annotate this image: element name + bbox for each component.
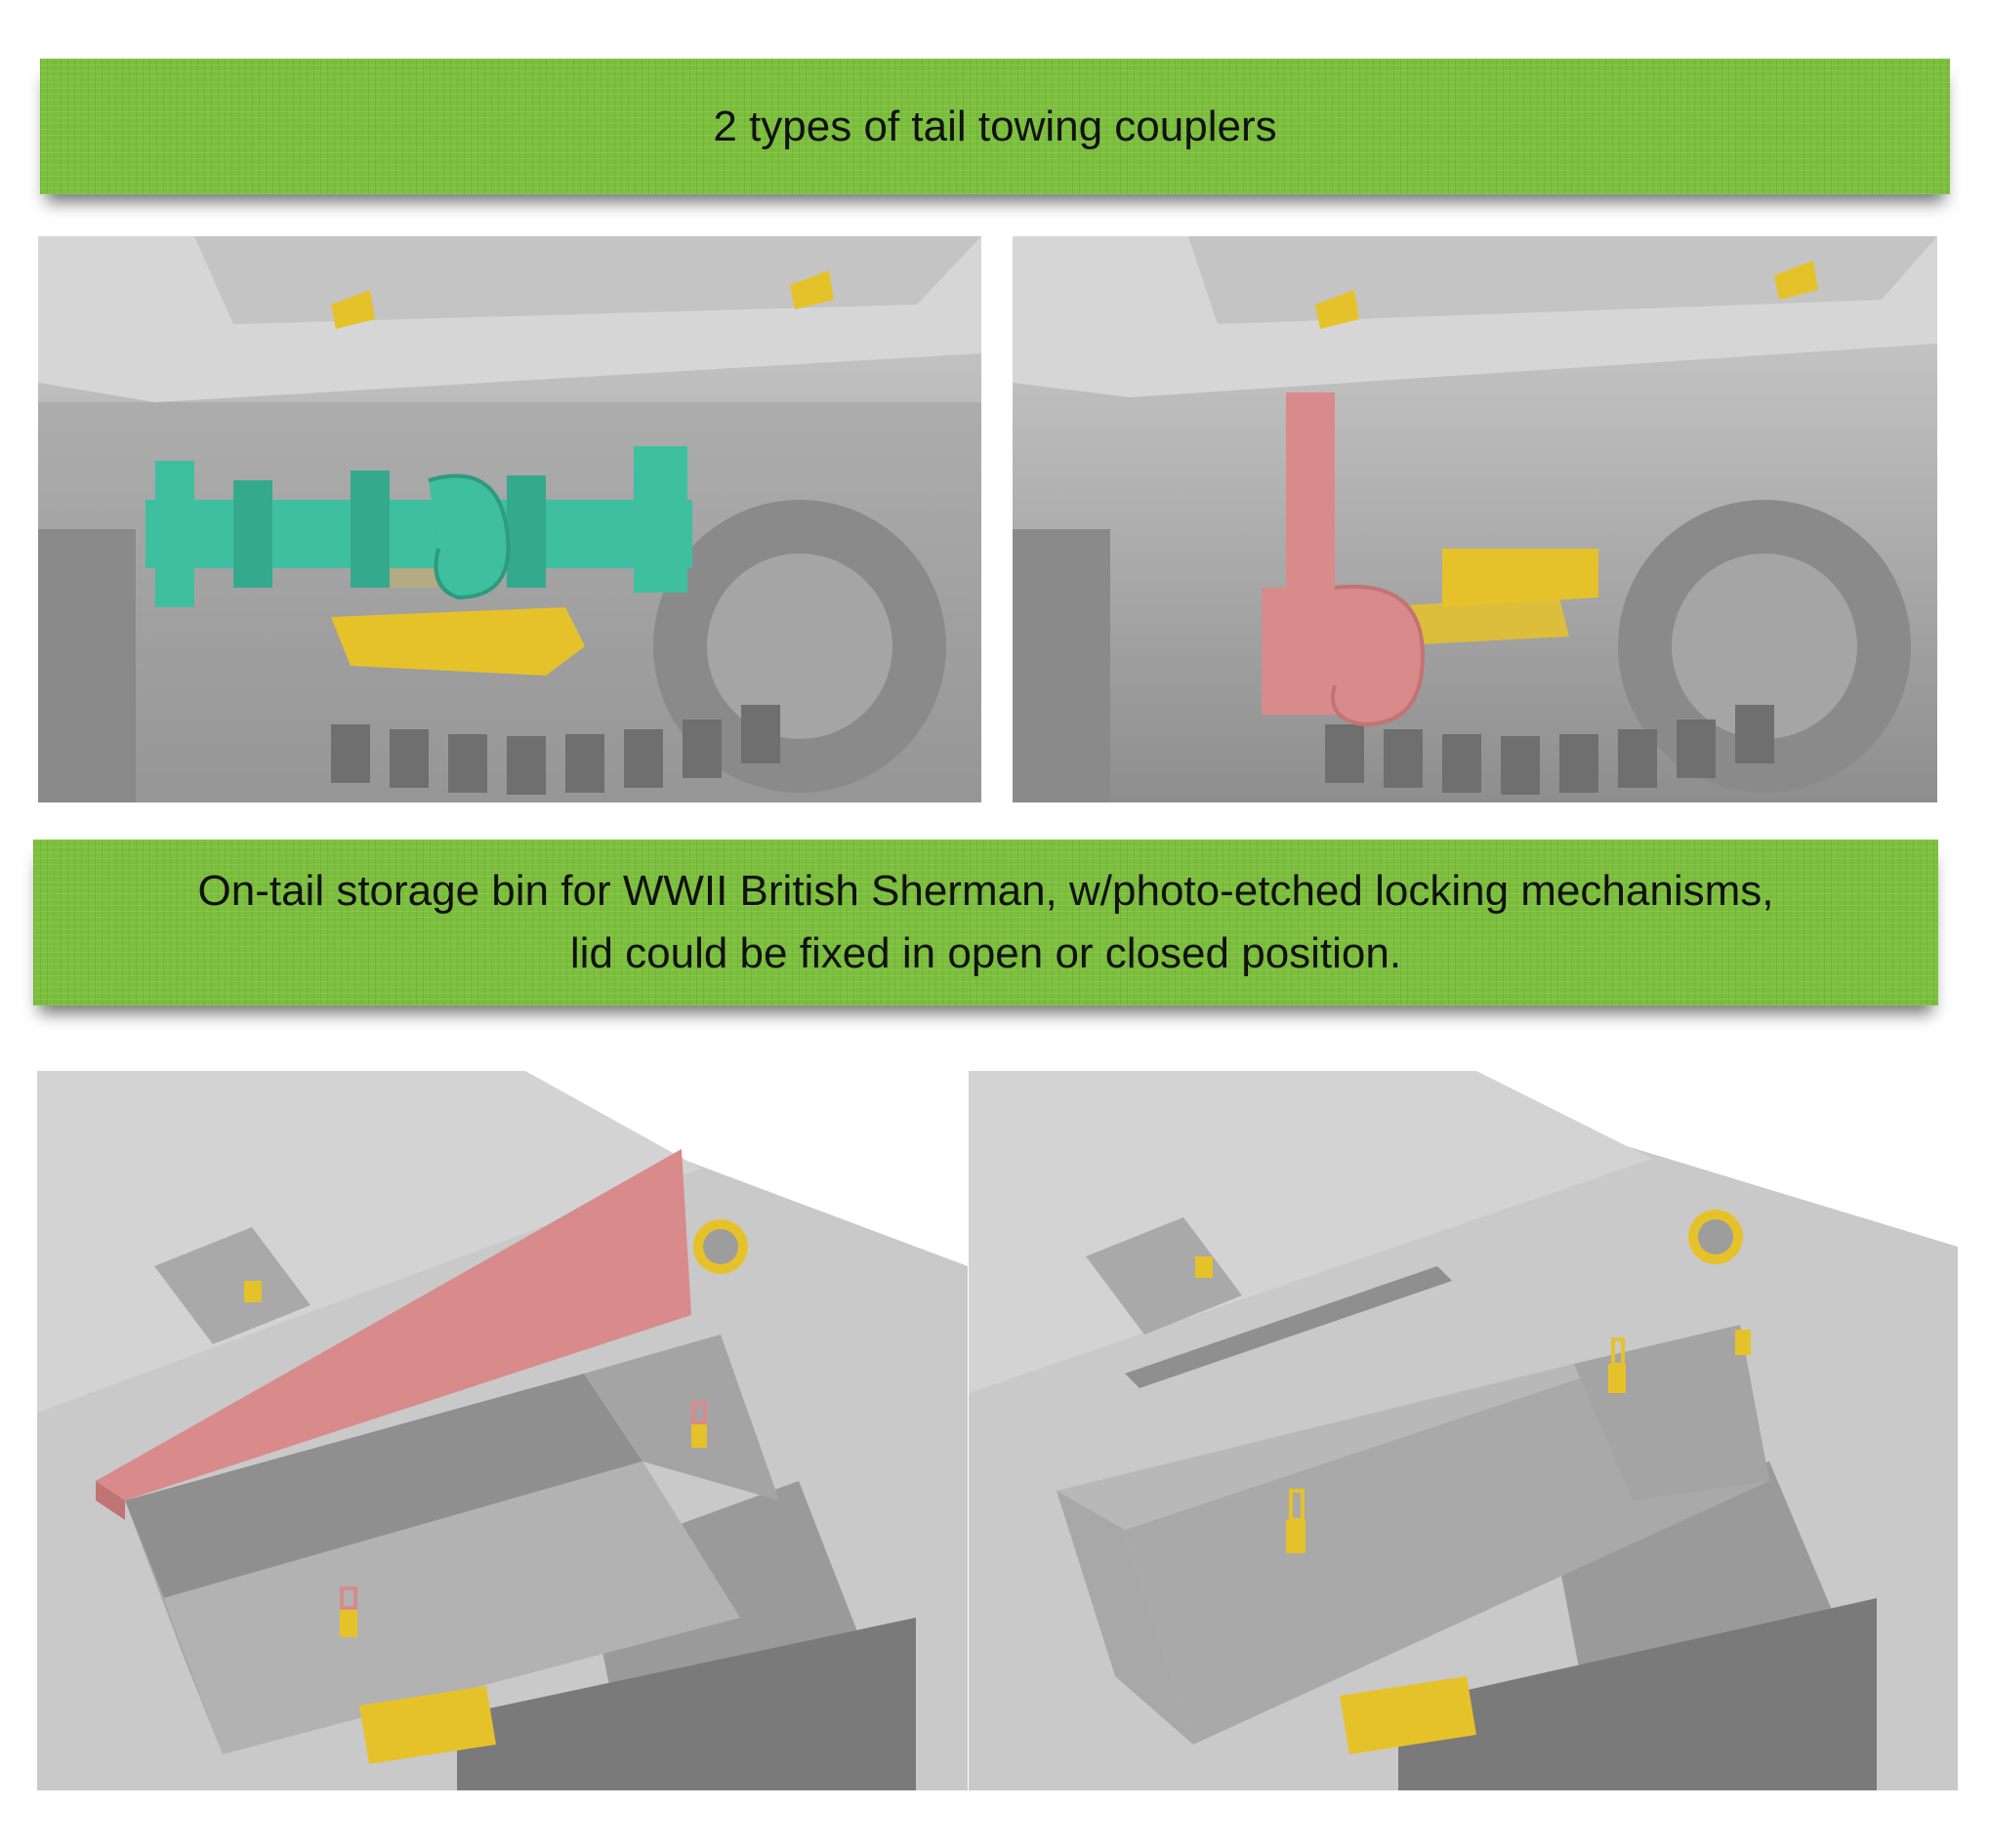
banner-towing-couplers: 2 types of tail towing couplers (40, 59, 1950, 194)
banner-storage-bin-line-2: lid could be fixed in open or closed pos… (569, 929, 1402, 977)
banner-storage-bin-line-1: On-tail storage bin for WWII British She… (197, 867, 1774, 915)
photo-teal-towing-coupler (38, 236, 981, 802)
photo-storage-bin-open (37, 1071, 968, 1790)
photo-pink-hook-coupler (1013, 236, 1937, 802)
photo-storage-bin-closed (969, 1071, 1958, 1790)
banner-storage-bin: On-tail storage bin for WWII British She… (33, 840, 1938, 1006)
banner-towing-couplers-text: 2 types of tail towing couplers (713, 102, 1277, 150)
